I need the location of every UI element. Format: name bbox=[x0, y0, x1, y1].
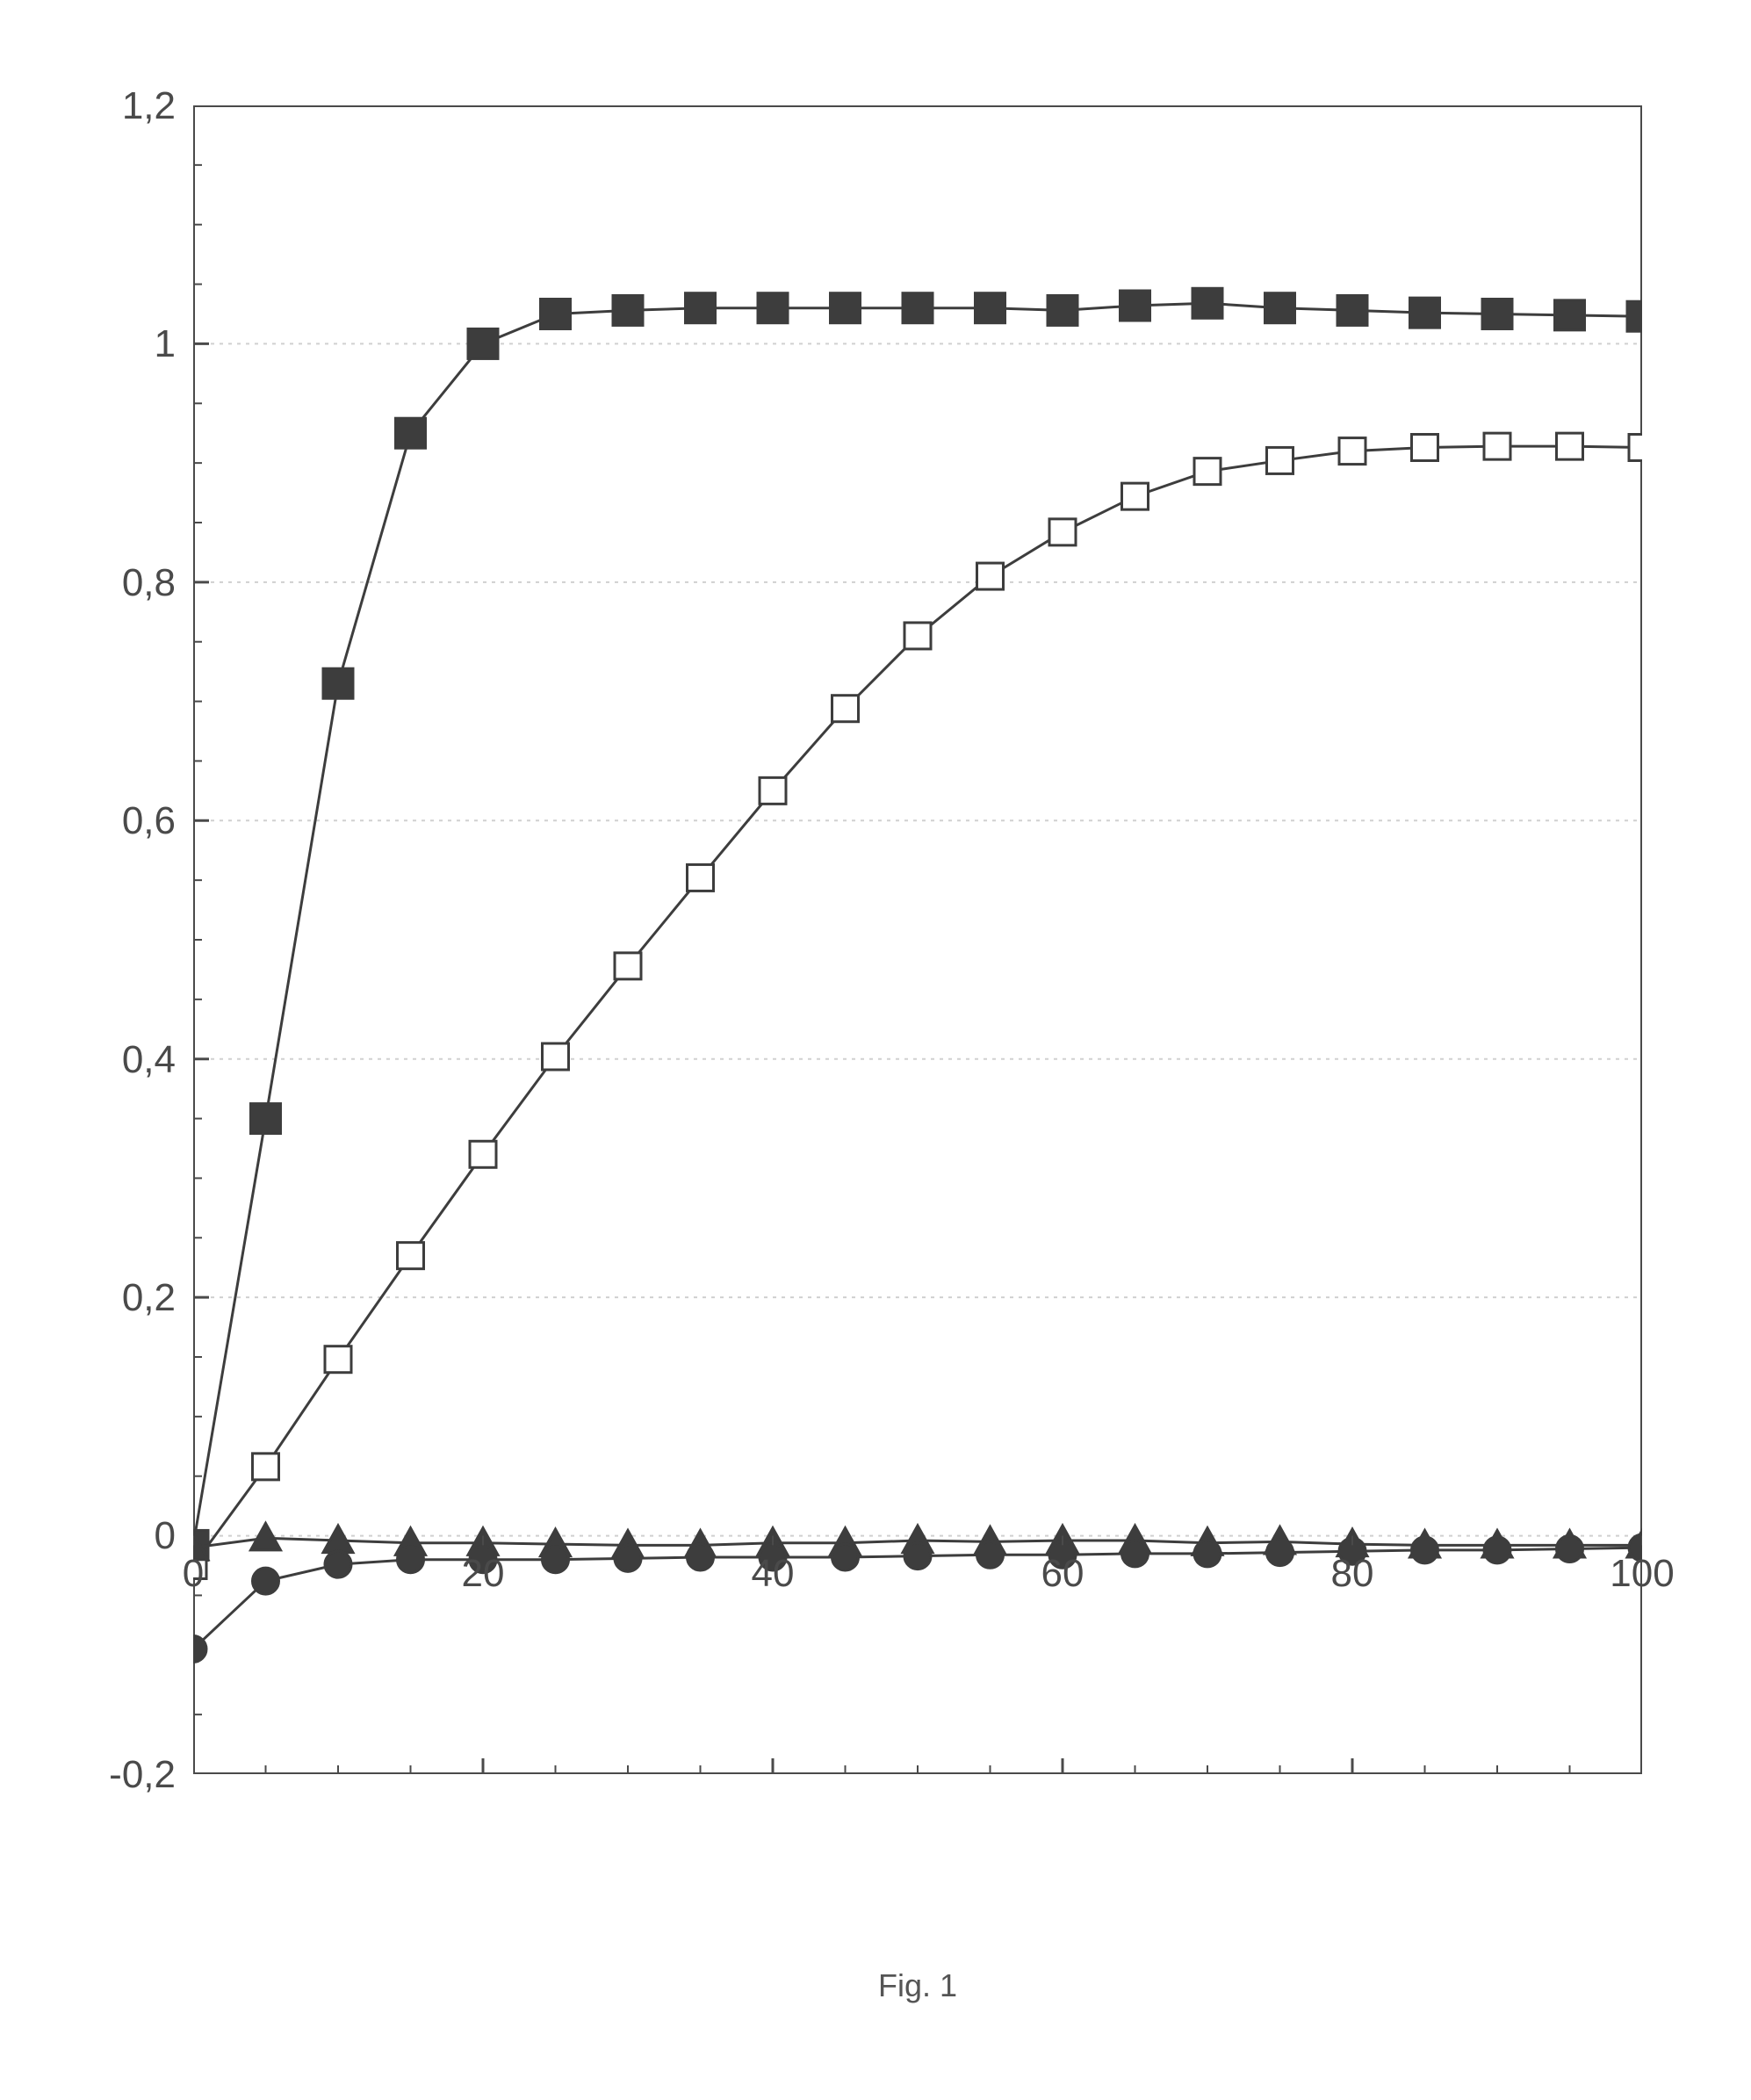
marker-filled-square bbox=[251, 1104, 281, 1134]
marker-filled-square bbox=[1193, 288, 1222, 318]
marker-filled-square bbox=[1048, 295, 1077, 325]
marker-open-square bbox=[977, 563, 1004, 589]
marker-filled-square bbox=[1627, 301, 1642, 331]
page: Fig. 1 -0,200,20,40,60,811,2020406080100 bbox=[0, 0, 1751, 2100]
axis-tick-label: 0,2 bbox=[35, 1276, 176, 1320]
marker-filled-circle bbox=[615, 1545, 641, 1571]
marker-filled-square bbox=[1120, 291, 1150, 321]
marker-filled-circle bbox=[253, 1568, 279, 1594]
marker-open-square bbox=[470, 1141, 496, 1167]
marker-open-square bbox=[1267, 447, 1293, 473]
marker-filled-square bbox=[1482, 299, 1512, 329]
axis-tick-label: 0 bbox=[141, 1552, 246, 1596]
marker-open-square bbox=[688, 864, 714, 891]
axis-tick-label: 40 bbox=[720, 1552, 825, 1596]
marker-filled-square bbox=[758, 293, 788, 323]
marker-open-square bbox=[398, 1243, 424, 1269]
marker-filled-square bbox=[903, 293, 933, 323]
axis-tick-label: 100 bbox=[1589, 1552, 1695, 1596]
marker-filled-circle bbox=[1194, 1541, 1221, 1567]
axis-tick-label: 0,4 bbox=[35, 1038, 176, 1082]
marker-open-square bbox=[1412, 435, 1438, 461]
marker-open-square bbox=[543, 1043, 569, 1070]
marker-filled-circle bbox=[1267, 1540, 1293, 1566]
marker-open-square bbox=[253, 1454, 279, 1480]
marker-open-square bbox=[1339, 438, 1365, 465]
axis-tick-label: 1 bbox=[35, 322, 176, 366]
marker-open-square bbox=[1629, 435, 1642, 461]
marker-open-square bbox=[1484, 433, 1510, 459]
marker-filled-circle bbox=[688, 1544, 714, 1570]
marker-open-square bbox=[1557, 433, 1583, 459]
marker-filled-square bbox=[613, 295, 643, 325]
marker-filled-square bbox=[831, 293, 861, 323]
marker-filled-circle bbox=[1484, 1537, 1510, 1563]
chart-area bbox=[193, 105, 1642, 1774]
marker-filled-circle bbox=[398, 1547, 424, 1573]
marker-filled-circle bbox=[977, 1541, 1004, 1568]
axis-tick-label: 20 bbox=[430, 1552, 536, 1596]
marker-open-square bbox=[325, 1346, 351, 1373]
axis-tick-label: 0,6 bbox=[35, 799, 176, 843]
marker-open-square bbox=[904, 623, 931, 649]
marker-filled-circle bbox=[832, 1544, 859, 1570]
marker-filled-square bbox=[468, 328, 498, 358]
marker-open-square bbox=[615, 953, 641, 979]
axis-tick-label: 60 bbox=[1010, 1552, 1115, 1596]
marker-filled-square bbox=[1410, 298, 1440, 328]
marker-filled-circle bbox=[1557, 1536, 1583, 1562]
marker-filled-circle bbox=[1122, 1541, 1149, 1567]
marker-filled-square bbox=[1555, 300, 1585, 330]
marker-filled-circle bbox=[904, 1543, 931, 1570]
marker-open-square bbox=[1049, 519, 1076, 545]
axis-tick-label: 80 bbox=[1300, 1552, 1405, 1596]
marker-filled-circle bbox=[1412, 1537, 1438, 1563]
marker-filled-square bbox=[1337, 295, 1367, 325]
marker-filled-square bbox=[1265, 293, 1295, 323]
axis-tick-label: 0,8 bbox=[35, 561, 176, 605]
marker-filled-square bbox=[396, 418, 426, 448]
marker-filled-circle bbox=[325, 1551, 351, 1577]
marker-filled-square bbox=[976, 293, 1005, 323]
marker-filled-circle bbox=[543, 1547, 569, 1573]
marker-open-square bbox=[1122, 483, 1149, 509]
marker-open-square bbox=[832, 696, 859, 722]
axis-tick-label: 1,2 bbox=[35, 84, 176, 128]
marker-filled-square bbox=[541, 299, 571, 329]
marker-filled-square bbox=[686, 293, 716, 323]
figure-caption: Fig. 1 bbox=[193, 1967, 1642, 2004]
marker-open-square bbox=[1194, 458, 1221, 485]
marker-open-square bbox=[760, 777, 786, 804]
marker-filled-square bbox=[323, 668, 353, 698]
axis-tick-label: -0,2 bbox=[35, 1753, 176, 1797]
